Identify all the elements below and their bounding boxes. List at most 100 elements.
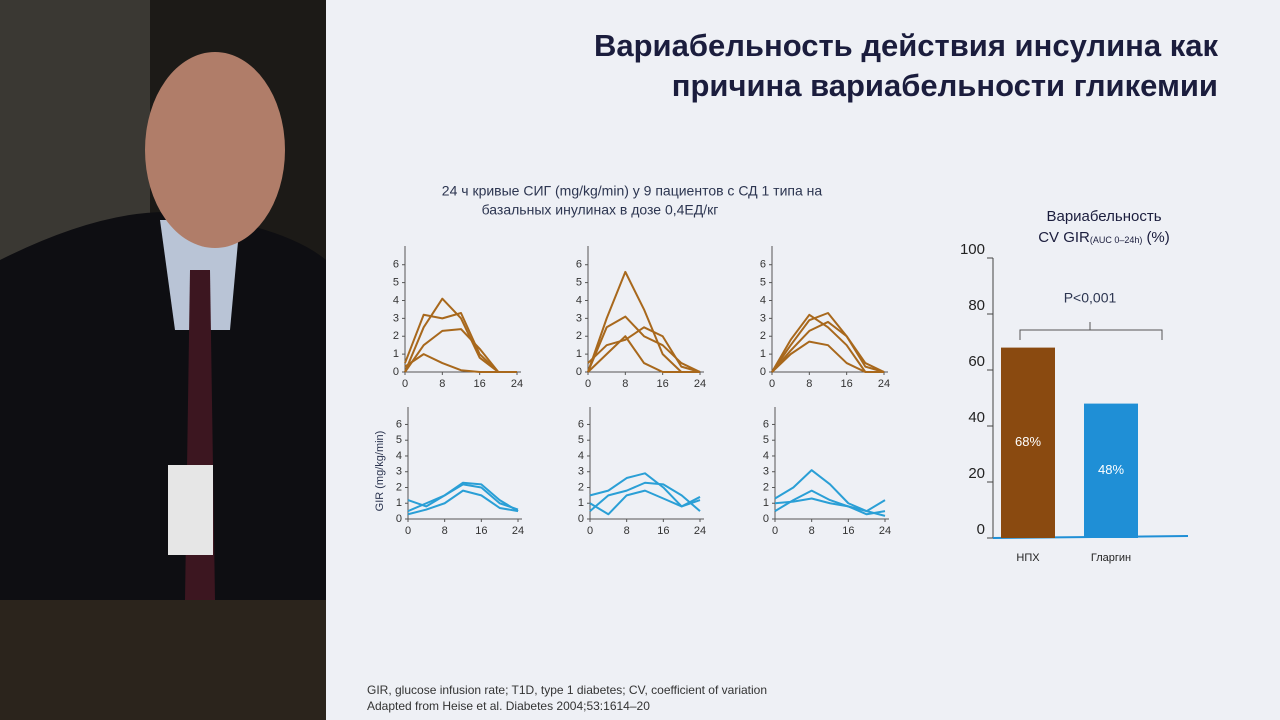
curve: [587, 326, 701, 373]
y-tick-label: 0: [396, 513, 402, 525]
value-label: 48%: [1098, 462, 1124, 477]
x-tick-label: 0: [402, 378, 408, 390]
y-tick-label: 3: [760, 312, 766, 324]
subtitle-unit: (%): [1146, 229, 1169, 246]
value-label: 68%: [1015, 434, 1041, 449]
y-tick-label: 0: [578, 513, 584, 525]
x-tick-label: 16: [475, 525, 487, 537]
curve: [404, 353, 517, 373]
y-tick-label: 1: [760, 348, 766, 360]
speaker-suit: [0, 212, 326, 610]
y-tick-label: 6: [576, 259, 582, 271]
y-tick-label: 3: [393, 312, 399, 324]
x-tick-label: 16: [657, 525, 669, 537]
curve: [587, 335, 700, 373]
y-tick-label: 1: [763, 497, 769, 509]
y-tick-label: 4: [578, 450, 584, 462]
x-tick-label: 16: [842, 525, 854, 537]
y-tick-label: 4: [760, 294, 766, 306]
curve: [771, 312, 885, 373]
x-tick-label: 24: [879, 525, 891, 537]
y-tick-label: 80: [968, 297, 985, 314]
curve: [774, 497, 886, 516]
curve: [771, 340, 884, 373]
x-tick-label: 0: [405, 525, 411, 537]
bracket: [1019, 322, 1163, 340]
y-tick-label: 4: [576, 294, 582, 306]
subtitle-subscript: (AUC 0–24h): [1090, 235, 1143, 245]
footnote: Adapted from Heise et al. Diabetes 2004;…: [367, 699, 650, 713]
slide-title: Вариабельность действия инсулина как: [594, 28, 1218, 63]
y-tick-label: 0: [763, 513, 769, 525]
y-tick-label: 1: [396, 497, 402, 509]
bar: [1001, 347, 1055, 538]
badge: [168, 465, 213, 555]
curve: [407, 489, 519, 516]
x-tick-label: Гларгин: [1091, 552, 1131, 564]
x-tick-label: 0: [772, 525, 778, 537]
bar: [1084, 403, 1138, 538]
curve: [587, 315, 701, 373]
y-tick-label: 3: [578, 466, 584, 478]
curve: [407, 483, 519, 511]
x-tick-label: 8: [622, 378, 628, 390]
y-tick-label: 0: [576, 366, 582, 378]
y-tick-label: 100: [960, 241, 985, 258]
x-tick-label: 8: [809, 525, 815, 537]
y-tick-label: 5: [393, 277, 399, 289]
slide-title: причина вариабельности гликемии: [672, 68, 1218, 103]
y-tick-label: 1: [576, 348, 582, 360]
x-tick-label: 16: [657, 378, 669, 390]
y-axis-label: GIR (mg/kg/min): [374, 431, 386, 512]
x-tick-label: 24: [694, 525, 706, 537]
subtitle-text: CV GIR: [1038, 229, 1090, 246]
y-tick-label: 6: [393, 259, 399, 271]
x-tick-label: 16: [474, 378, 486, 390]
y-tick-label: 0: [977, 521, 985, 538]
x-tick-label: 24: [694, 378, 706, 390]
x-tick-label: 0: [587, 525, 593, 537]
footnote: GIR, glucose infusion rate; T1D, type 1 …: [367, 683, 767, 697]
y-tick-label: 5: [396, 434, 402, 446]
x-tick-label: 0: [585, 378, 591, 390]
chart-title: Вариабельность: [1046, 208, 1161, 225]
curve: [774, 489, 886, 517]
y-tick-label: 6: [763, 418, 769, 430]
y-tick-label: 3: [576, 312, 582, 324]
slide: [326, 0, 1280, 720]
x-tick-label: 8: [442, 525, 448, 537]
curve: [589, 481, 701, 512]
y-tick-label: 2: [396, 481, 402, 493]
caption: базальных инулинах в дозе 0,4ЕД/кг: [482, 202, 719, 218]
x-tick-label: 24: [511, 378, 523, 390]
y-tick-label: 2: [578, 481, 584, 493]
x-tick-label: 8: [624, 525, 630, 537]
curve: [771, 320, 885, 373]
y-tick-label: 5: [578, 434, 584, 446]
caption: 24 ч кривые СИГ (mg/kg/min) у 9 пациенто…: [442, 183, 823, 199]
y-tick-label: 1: [393, 348, 399, 360]
y-tick-label: 3: [396, 466, 402, 478]
y-tick-label: 20: [968, 465, 985, 482]
y-tick-label: 2: [760, 330, 766, 342]
y-tick-label: 4: [396, 450, 402, 462]
y-tick-label: 1: [578, 497, 584, 509]
y-tick-label: 2: [763, 481, 769, 493]
y-tick-label: 6: [396, 418, 402, 430]
y-tick-label: 4: [763, 450, 769, 462]
y-tick-label: 2: [393, 330, 399, 342]
x-tick-label: 24: [878, 378, 890, 390]
x-tick-label: 8: [806, 378, 812, 390]
curve: [589, 489, 701, 516]
y-tick-label: 0: [760, 366, 766, 378]
y-tick-label: 0: [393, 366, 399, 378]
y-tick-label: 60: [968, 353, 985, 370]
x-tick-label: 8: [439, 378, 445, 390]
y-tick-label: 5: [576, 277, 582, 289]
y-tick-label: 2: [576, 330, 582, 342]
y-tick-label: 3: [763, 466, 769, 478]
podium: [0, 600, 326, 720]
y-tick-label: 4: [393, 294, 399, 306]
